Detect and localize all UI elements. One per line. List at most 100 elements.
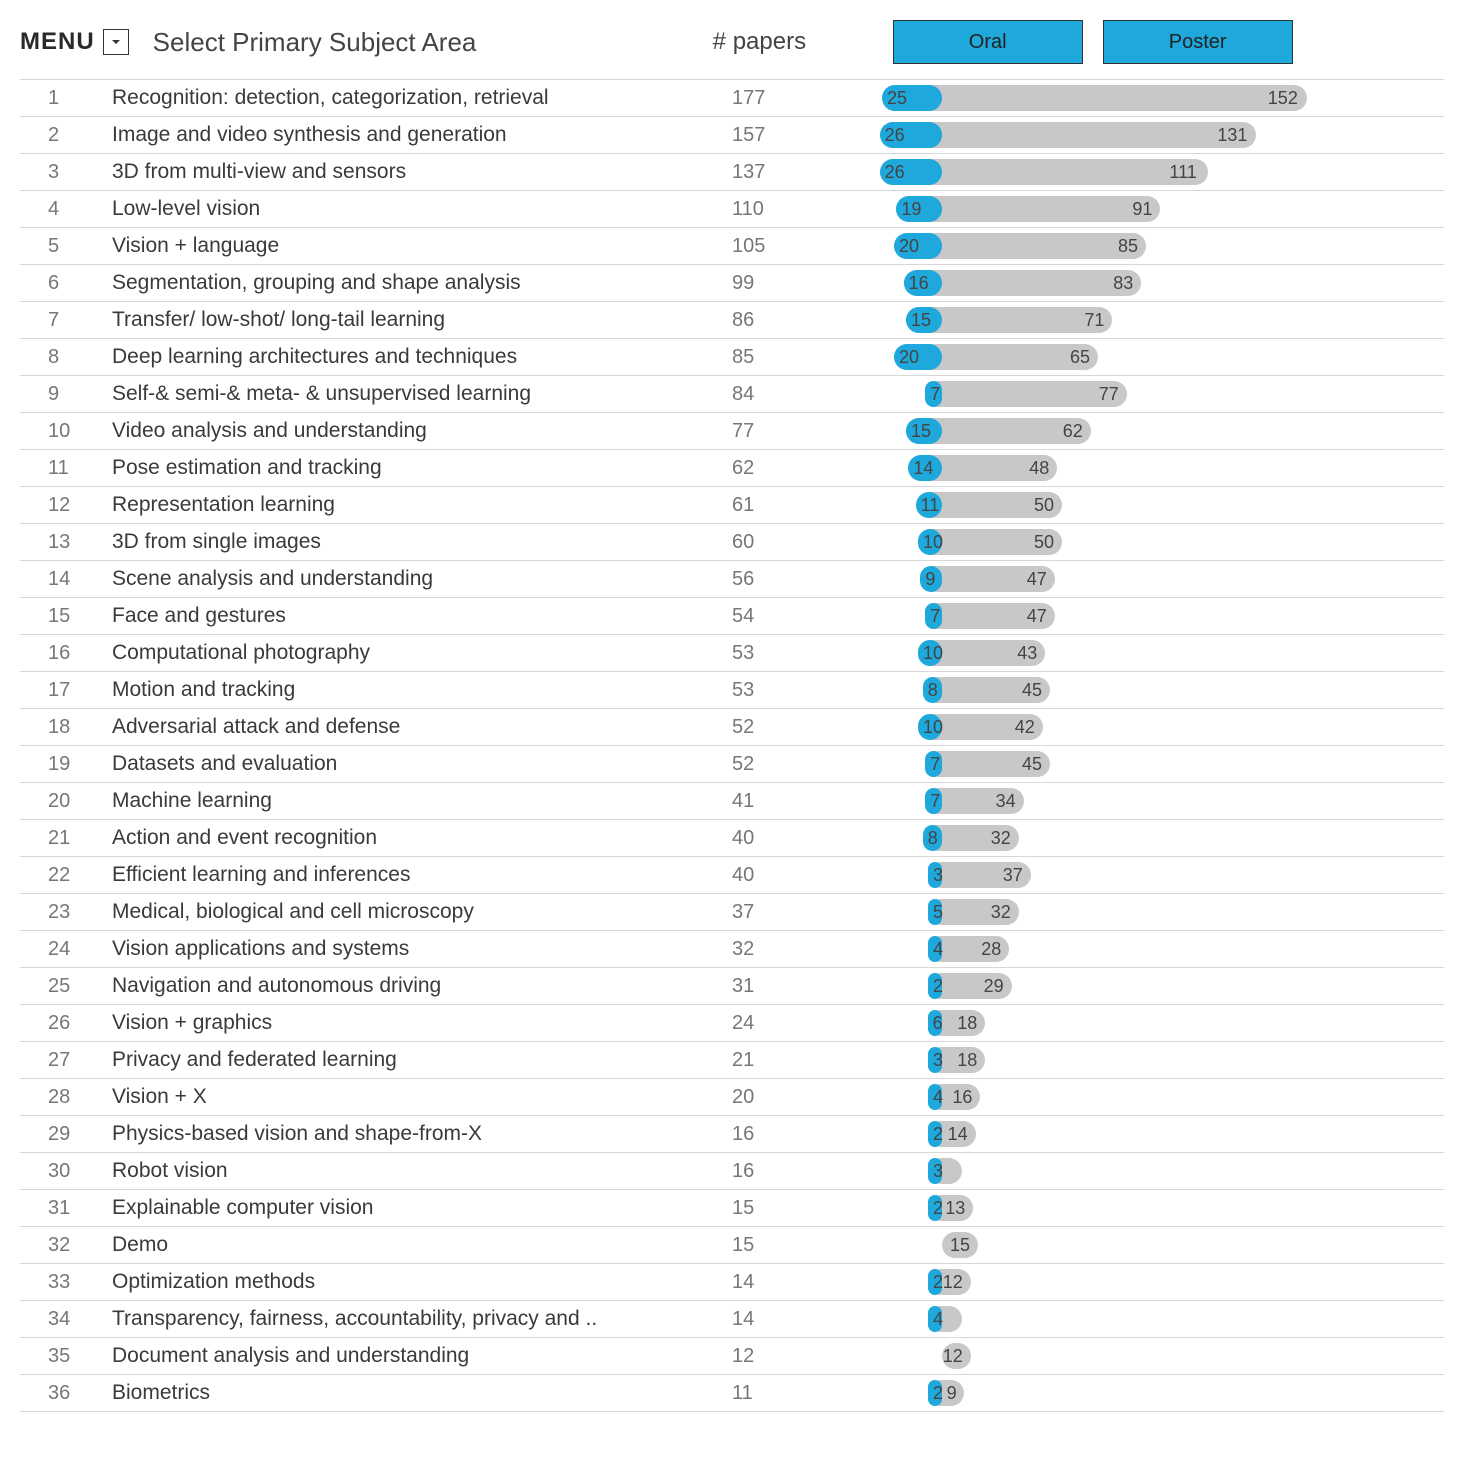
subject-cell: Self-& semi-& meta- & unsupervised learn… (112, 382, 732, 406)
poster-value-label: 65 (1070, 344, 1090, 370)
papers-cell: 14 (732, 1271, 882, 1294)
rank-cell: 22 (20, 864, 112, 887)
table-row[interactable]: 30Robot vision163 (20, 1152, 1444, 1190)
subject-cell: Adversarial attack and defense (112, 715, 732, 739)
rank-cell: 8 (20, 346, 112, 369)
bar-cell: 1043 (882, 640, 1444, 666)
table-row[interactable]: 9Self-& semi-& meta- & unsupervised lear… (20, 375, 1444, 413)
papers-cell: 77 (732, 420, 882, 443)
bar-cell: 1150 (882, 492, 1444, 518)
poster-value-label: 42 (1015, 714, 1035, 740)
poster-value-label: 14 (948, 1121, 968, 1147)
subject-cell: Recognition: detection, categorization, … (112, 86, 732, 110)
subject-cell: Physics-based vision and shape-from-X (112, 1122, 732, 1146)
table-row[interactable]: 20Machine learning41734 (20, 782, 1444, 820)
table-row[interactable]: 34Transparency, fairness, accountability… (20, 1300, 1444, 1338)
papers-cell: 37 (732, 901, 882, 924)
papers-cell: 11 (732, 1382, 882, 1405)
table-row[interactable]: 14Scene analysis and understanding56947 (20, 560, 1444, 598)
table-row[interactable]: 27Privacy and federated learning21318 (20, 1041, 1444, 1079)
bar-cell: 832 (882, 825, 1444, 851)
table-row[interactable]: 133D from single images601050 (20, 523, 1444, 561)
table-row[interactable]: 36Biometrics1129 (20, 1374, 1444, 1412)
rank-cell: 26 (20, 1012, 112, 1035)
subject-cell: Segmentation, grouping and shape analysi… (112, 271, 732, 295)
table-row[interactable]: 28Vision + X20416 (20, 1078, 1444, 1116)
bar-cell: 618 (882, 1010, 1444, 1036)
papers-cell: 84 (732, 383, 882, 406)
subject-cell: Action and event recognition (112, 826, 732, 850)
rank-cell: 4 (20, 198, 112, 221)
table-row[interactable]: 32Demo1515 (20, 1226, 1444, 1264)
table-row[interactable]: 16Computational photography531043 (20, 634, 1444, 672)
table-row[interactable]: 31Explainable computer vision15213 (20, 1189, 1444, 1227)
rank-cell: 6 (20, 272, 112, 295)
table-row[interactable]: 12Representation learning611150 (20, 486, 1444, 524)
table-row[interactable]: 25Navigation and autonomous driving31229 (20, 967, 1444, 1005)
header: MENU Select Primary Subject Area # paper… (20, 20, 1444, 80)
oral-value-label: 19 (901, 196, 921, 222)
bar-cell: 4 (882, 1306, 1444, 1332)
table-row[interactable]: 1Recognition: detection, categorization,… (20, 79, 1444, 117)
table-row[interactable]: 2Image and video synthesis and generatio… (20, 116, 1444, 154)
poster-value-label: 32 (991, 825, 1011, 851)
poster-value-label: 28 (981, 936, 1001, 962)
table-row[interactable]: 10Video analysis and understanding771562 (20, 412, 1444, 450)
papers-cell: 53 (732, 642, 882, 665)
table-row[interactable]: 24Vision applications and systems32428 (20, 930, 1444, 968)
bar-cell: 2085 (882, 233, 1444, 259)
table-row[interactable]: 11Pose estimation and tracking621448 (20, 449, 1444, 487)
rank-cell: 21 (20, 827, 112, 850)
table-row[interactable]: 23Medical, biological and cell microscop… (20, 893, 1444, 931)
table-row[interactable]: 15Face and gestures54747 (20, 597, 1444, 635)
rank-cell: 9 (20, 383, 112, 406)
papers-cell: 85 (732, 346, 882, 369)
bar-cell: 947 (882, 566, 1444, 592)
rank-cell: 36 (20, 1382, 112, 1405)
bar-cell: 212 (882, 1269, 1444, 1295)
papers-cell: 86 (732, 309, 882, 332)
oral-value-label: 7 (930, 381, 940, 407)
bar-cell: 26111 (882, 159, 1444, 185)
table-row[interactable]: 4Low-level vision1101991 (20, 190, 1444, 228)
subject-cell: Low-level vision (112, 197, 732, 221)
rank-cell: 2 (20, 124, 112, 147)
table-row[interactable]: 22Efficient learning and inferences40337 (20, 856, 1444, 894)
oral-value-label: 4 (933, 936, 943, 962)
papers-cell: 32 (732, 938, 882, 961)
bar-cell: 4 28 (882, 936, 1444, 962)
table-row[interactable]: 18Adversarial attack and defense521042 (20, 708, 1444, 746)
bar-cell: 777 (882, 381, 1444, 407)
poster-value-label: 12 (943, 1343, 963, 1369)
poster-value-label: 91 (1132, 196, 1152, 222)
oral-value-label: 4 (933, 1306, 943, 1332)
legend-poster-button[interactable]: Poster (1103, 20, 1293, 64)
subject-cell: Transfer/ low-shot/ long-tail learning (112, 308, 732, 332)
table-row[interactable]: 8Deep learning architectures and techniq… (20, 338, 1444, 376)
table-row[interactable]: 33Optimization methods14212 (20, 1263, 1444, 1301)
rank-cell: 35 (20, 1345, 112, 1368)
oral-value-label: 20 (899, 233, 919, 259)
legend-oral-button[interactable]: Oral (893, 20, 1083, 64)
select-subject-label: Select Primary Subject Area (153, 27, 713, 58)
table-row[interactable]: 17Motion and tracking53845 (20, 671, 1444, 709)
rank-cell: 1 (20, 87, 112, 110)
table-row[interactable]: 19Datasets and evaluation52745 (20, 745, 1444, 783)
menu-dropdown-button[interactable] (103, 29, 129, 55)
bar-cell: 318 (882, 1047, 1444, 1073)
subject-cell: Medical, biological and cell microscopy (112, 900, 732, 924)
table-row[interactable]: 33D from multi-view and sensors13726111 (20, 153, 1444, 191)
papers-cell: 24 (732, 1012, 882, 1035)
poster-value-label: 71 (1084, 307, 1104, 333)
table-row[interactable]: 5Vision + language1052085 (20, 227, 1444, 265)
table-row[interactable]: 6Segmentation, grouping and shape analys… (20, 264, 1444, 302)
table-row[interactable]: 29Physics-based vision and shape-from-X1… (20, 1115, 1444, 1153)
bar-cell: 3 (882, 1158, 1444, 1184)
poster-value-label: 34 (996, 788, 1016, 814)
table-row[interactable]: 35Document analysis and understanding121… (20, 1337, 1444, 1375)
table-row[interactable]: 21Action and event recognition40832 (20, 819, 1444, 857)
oral-value-label: 2 (933, 1269, 943, 1295)
rank-cell: 33 (20, 1271, 112, 1294)
table-row[interactable]: 26Vision + graphics24618 (20, 1004, 1444, 1042)
table-row[interactable]: 7Transfer/ low-shot/ long-tail learning8… (20, 301, 1444, 339)
